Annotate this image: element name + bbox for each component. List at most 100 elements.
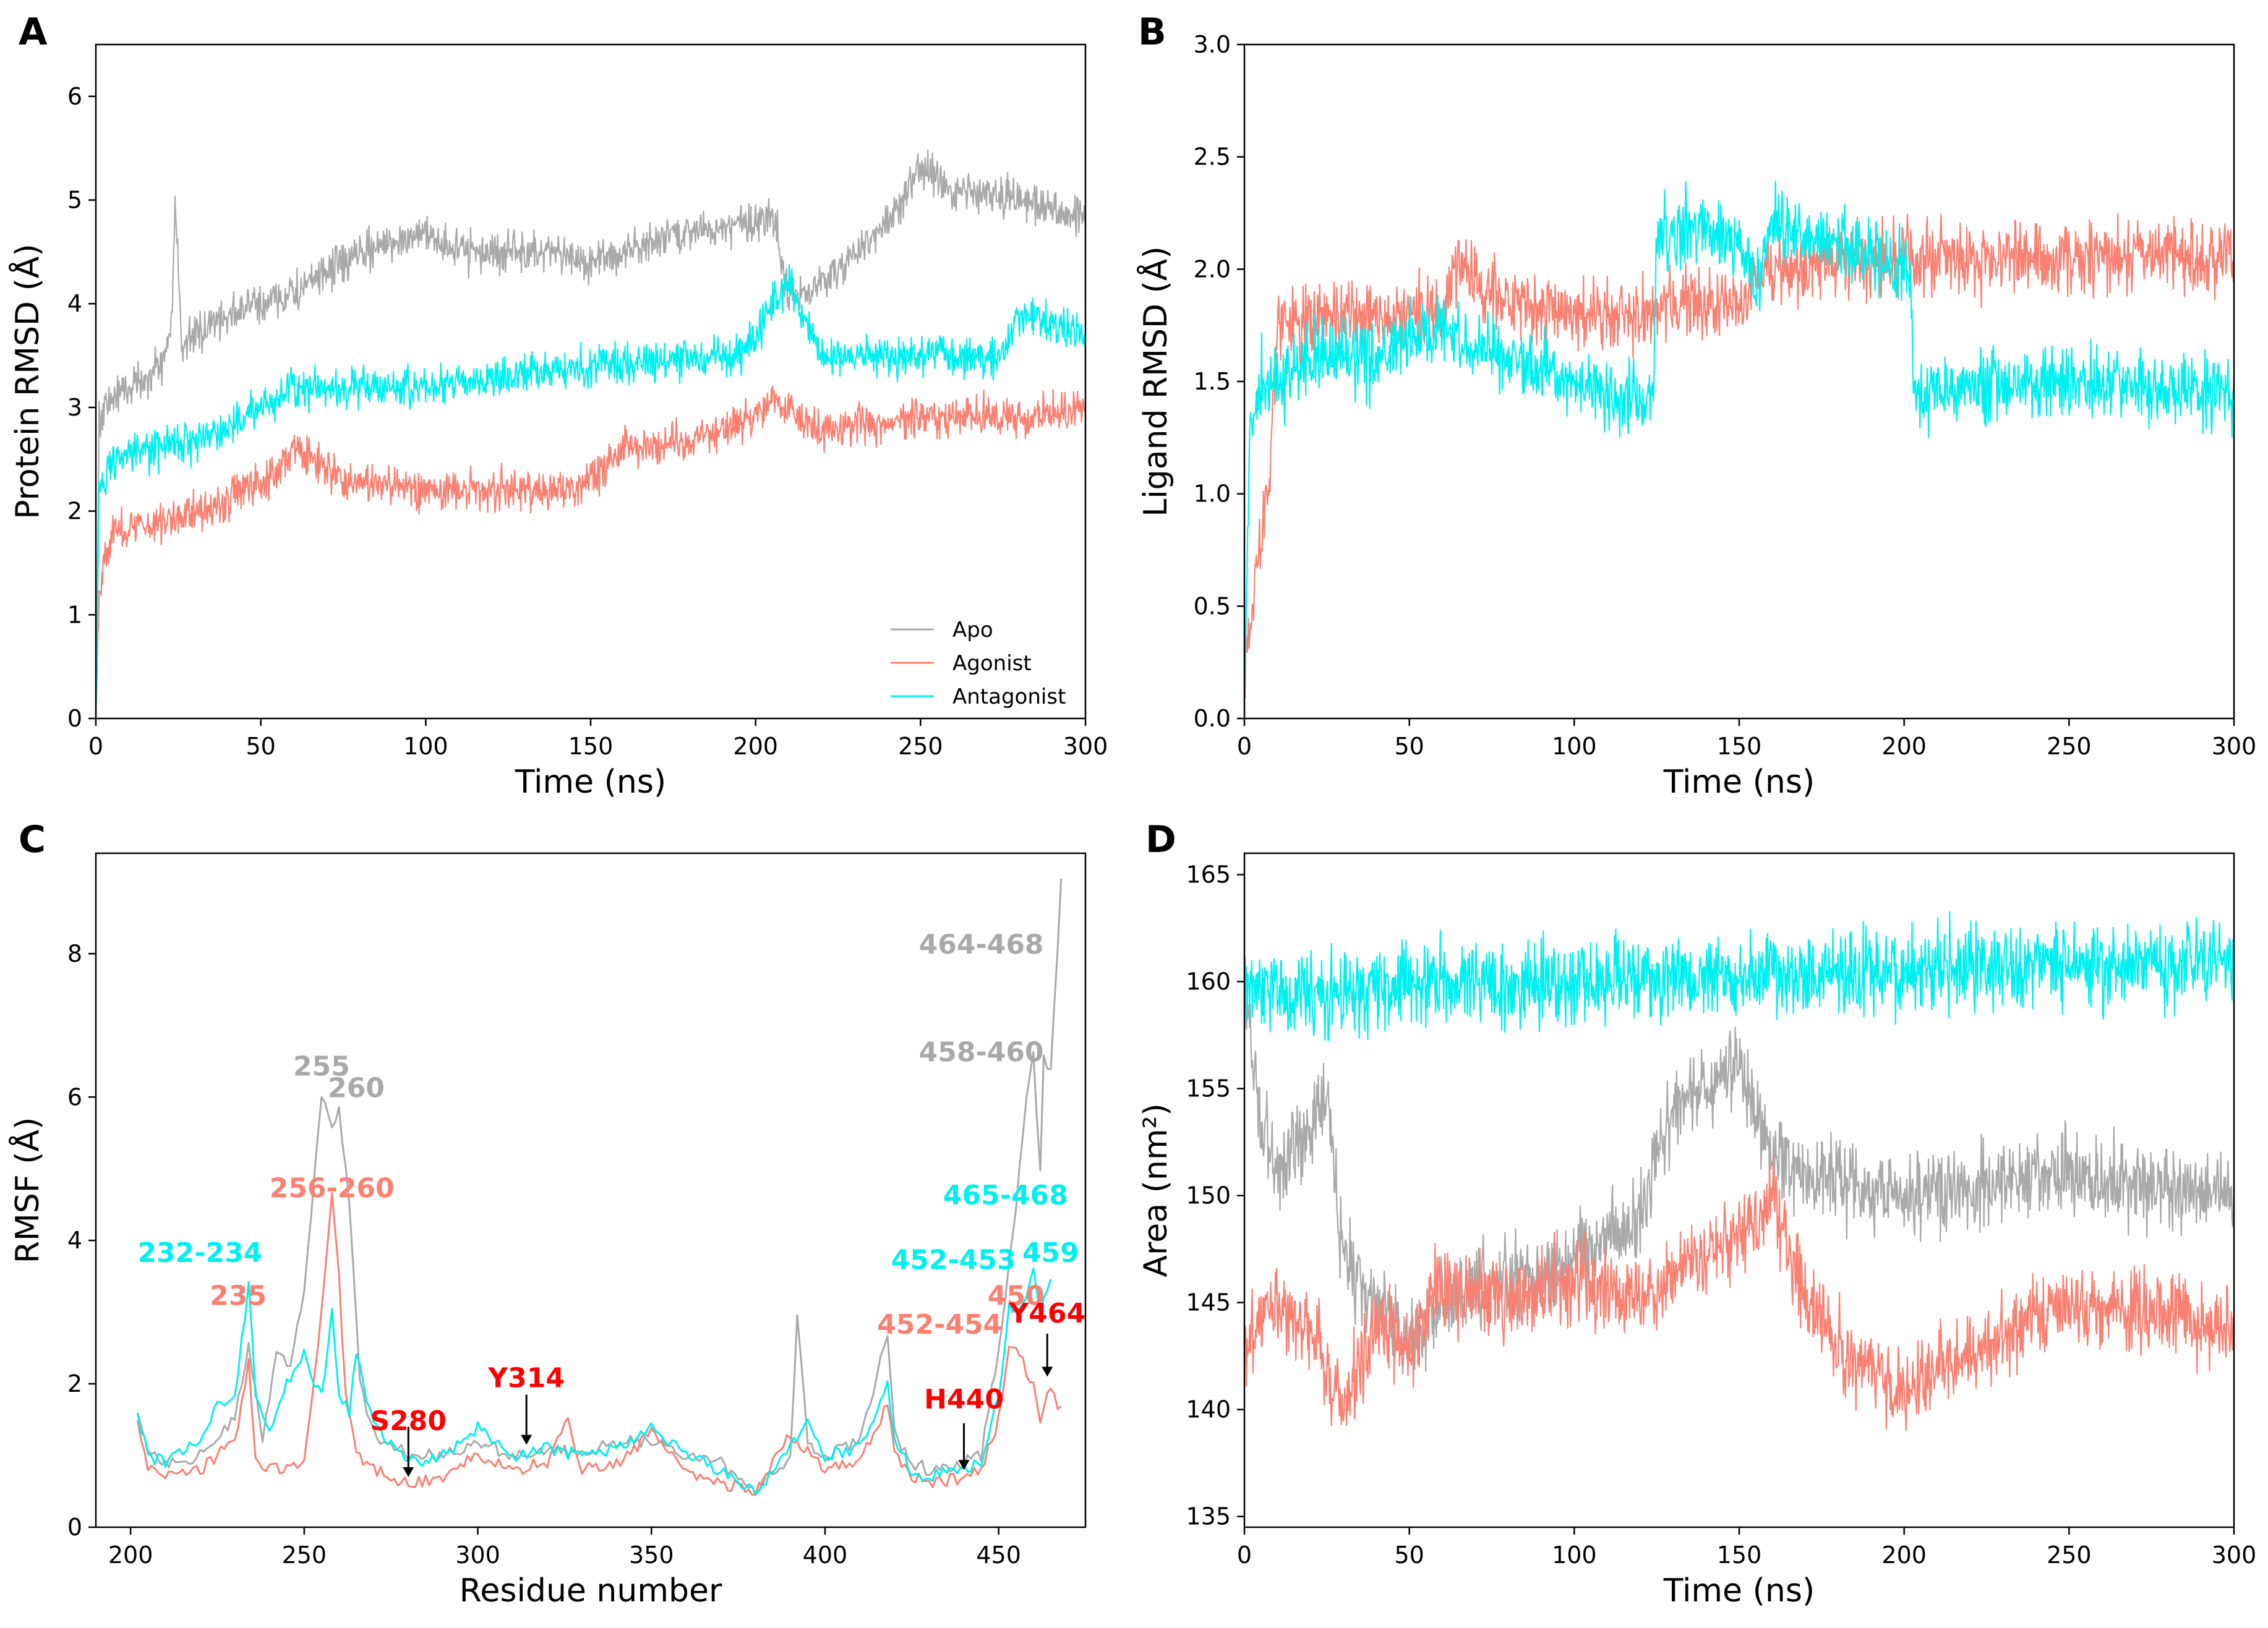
y-tick-label: 155 <box>1186 1075 1231 1102</box>
x-tick-label: 300 <box>2212 1541 2257 1569</box>
y-tick-label: 145 <box>1186 1289 1231 1316</box>
panel-a-label: A <box>19 11 48 54</box>
series-agonist-line <box>1243 1154 2235 1431</box>
legend-apo: Apo <box>952 618 993 642</box>
panel-d-xlabel: Time (ns) <box>1663 1572 1815 1609</box>
residue-marker-label: Y464 <box>1008 1298 1085 1329</box>
panel-a: A 0 50 100 150 200 250 300 0 1 2 3 4 5 6 Time (ns) Pr… <box>8 11 1108 801</box>
x-tick-label: 250 <box>2047 733 2092 760</box>
panel-b-frame <box>1243 43 2235 720</box>
x-tick-label: 50 <box>1394 1541 1424 1569</box>
panel-c-xlabel: Residue number <box>460 1572 722 1609</box>
y-tick-label: 2.0 <box>1194 255 1231 283</box>
y-tick-label: 0 <box>67 705 82 732</box>
y-tick-label: 6 <box>67 1083 82 1110</box>
y-tick-label: 1.0 <box>1194 480 1231 508</box>
annotation-label: 450 <box>988 1281 1045 1312</box>
arrow-head-icon <box>521 1434 533 1445</box>
x-tick-label: 150 <box>1717 733 1762 760</box>
panel-d-label: D <box>1145 818 1176 861</box>
panel-c-frame <box>95 852 1087 1528</box>
x-tick-label: 300 <box>2212 733 2257 760</box>
y-tick-label: 5 <box>67 187 82 214</box>
y-tick-label: 4 <box>67 1227 82 1254</box>
y-tick-label: 150 <box>1186 1182 1231 1209</box>
y-tick-label: 2 <box>67 498 82 525</box>
annotation-label: 464-468 <box>919 929 1044 960</box>
x-tick-label: 150 <box>568 733 614 760</box>
y-tick-label: 140 <box>1186 1396 1231 1423</box>
y-tick-label: 3.0 <box>1194 31 1231 58</box>
panel-a-ticks: 0 50 100 150 200 250 300 0 1 2 3 4 5 6 <box>67 83 1108 760</box>
series-antagonist-line <box>136 1267 1052 1496</box>
x-tick-label: 50 <box>1394 733 1424 760</box>
y-tick-label: 0.5 <box>1194 592 1231 620</box>
panel-d-ylabel: Area (nm²) <box>1137 1103 1175 1277</box>
x-tick-label: 50 <box>246 733 275 760</box>
y-tick-label: 6 <box>67 83 82 110</box>
annotation-label: 452-453 <box>891 1245 1016 1276</box>
legend-antagonist: Antagonist <box>952 684 1066 709</box>
panel-d-ticks: 0 50 100 150 200 250 300 135 140 145 150 155 160 165 <box>1186 861 2256 1569</box>
legend-agonist: Agonist <box>952 651 1032 676</box>
x-tick-label: 200 <box>108 1541 153 1569</box>
y-tick-label: 1 <box>67 601 82 628</box>
series-apo-line <box>95 149 1087 719</box>
x-tick-label: 200 <box>1881 733 1927 760</box>
y-tick-label: 2 <box>67 1370 82 1397</box>
residue-marker-label: H440 <box>924 1384 1004 1415</box>
panel-a-xlabel: Time (ns) <box>515 764 666 801</box>
x-tick-label: 450 <box>976 1541 1021 1569</box>
panel-b: B 0 50 100 150 200 250 300 0.0 0.5 1.0 1.5 2.0 2.5 3.… <box>1136 11 2256 801</box>
arrow-head-icon <box>958 1460 970 1470</box>
annotation-label: 256-260 <box>270 1173 395 1204</box>
panel-c-ylabel: RMSF (Å) <box>8 1117 46 1264</box>
series-antagonist-line <box>1243 911 2235 1042</box>
series-agonist-line <box>1243 213 2235 699</box>
x-tick-label: 200 <box>733 733 778 760</box>
y-tick-label: 3 <box>67 394 82 421</box>
panel-b-series <box>1243 181 2235 699</box>
annotation-label: 458-460 <box>919 1036 1044 1068</box>
annotation-label: 255 <box>293 1051 350 1082</box>
x-tick-label: 0 <box>88 733 103 760</box>
x-tick-label: 0 <box>1237 1541 1252 1569</box>
arrow-head-icon <box>1042 1366 1053 1377</box>
series-agonist-line <box>95 385 1087 719</box>
x-tick-label: 0 <box>1237 733 1252 760</box>
panel-a-ylabel: Protein RMSD (Å) <box>8 244 46 519</box>
y-tick-label: 0 <box>67 1514 82 1541</box>
x-tick-label: 100 <box>1552 1541 1597 1569</box>
y-tick-label: 8 <box>67 940 82 967</box>
panel-a-frame <box>95 43 1087 720</box>
annotation-label: 452-454 <box>877 1309 1002 1340</box>
y-tick-label: 2.5 <box>1194 143 1231 171</box>
annotation-label: 232-234 <box>137 1237 262 1269</box>
arrow-head-icon <box>403 1467 414 1477</box>
panel-b-ylabel: Ligand RMSD (Å) <box>1136 246 1175 517</box>
panel-d-series <box>1243 911 2235 1431</box>
series-apo-line <box>136 878 1063 1496</box>
series-antagonist-line <box>95 264 1086 719</box>
y-tick-label: 165 <box>1186 861 1231 889</box>
residue-marker-label: Y314 <box>487 1362 565 1394</box>
panel-b-ticks: 0 50 100 150 200 250 300 0.0 0.5 1.0 1.5 2.0 2.5 3.0 <box>1194 31 2257 760</box>
legend: Apo Agonist Antagonist <box>891 618 1066 709</box>
x-tick-label: 250 <box>2047 1541 2092 1569</box>
x-tick-label: 100 <box>1552 733 1597 760</box>
y-tick-label: 135 <box>1186 1503 1231 1530</box>
panel-b-xlabel: Time (ns) <box>1663 764 1815 801</box>
annotation-label: 260 <box>328 1072 385 1104</box>
y-tick-label: 1.5 <box>1194 368 1231 395</box>
panel-c-series <box>136 878 1063 1496</box>
panel-d-frame <box>1243 852 2235 1528</box>
y-tick-label: 160 <box>1186 968 1231 995</box>
x-tick-label: 250 <box>282 1541 327 1569</box>
panel-c-label: C <box>19 818 46 861</box>
panel-a-series <box>95 149 1087 719</box>
x-tick-label: 200 <box>1881 1541 1927 1569</box>
x-tick-label: 400 <box>803 1541 848 1569</box>
